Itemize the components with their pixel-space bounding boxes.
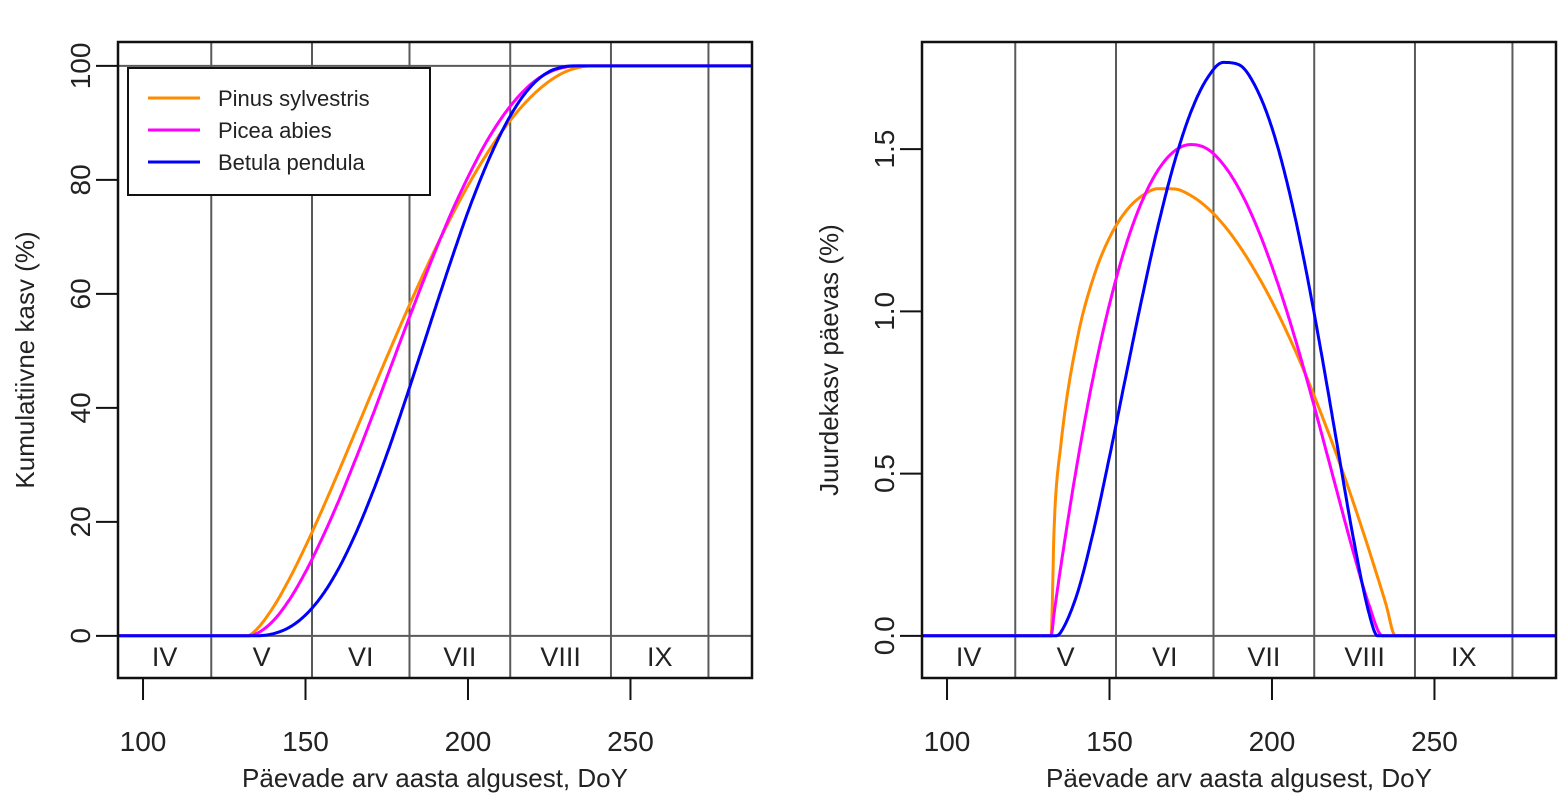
y-tick-label: 40 [65,392,96,423]
month-label: V [253,642,271,672]
x-tick-label: 200 [1249,726,1296,757]
y-tick-label: 100 [65,43,96,90]
legend-label-picea: Picea abies [218,118,332,143]
x-tick-label: 100 [120,726,167,757]
month-label: VII [443,642,476,672]
series-line-1 [922,142,1556,638]
y-tick-label: 60 [65,278,96,309]
y-tick-label: 1.0 [869,292,900,331]
series-line-0 [922,187,1556,638]
month-label: V [1057,642,1075,672]
month-label: IV [956,642,982,672]
x-axis-label: Päevade arv aasta algusest, DoY [242,763,628,793]
cumulative-growth-plot: IV V VI VII VIII IX 100 150 200 250 0 20 40 60 80 100 P… [10,40,754,793]
series-line-2 [118,64,752,638]
y-tick-label: 0.0 [869,616,900,655]
plot-area: IV V VI VII VIII IX 100 150 200 250 0 20 40 60 80 100 [65,40,754,757]
y-tick-label: 20 [65,506,96,537]
y-axis-label: Juurdekasv päevas (%) [814,224,844,496]
x-tick-label: 150 [1086,726,1133,757]
y-tick-label: 1.5 [869,130,900,169]
daily-growth-plot: IV V VI VII VIII IX 100 150 200 250 0.0 0.5 1.0 1.5 P… [814,40,1558,793]
month-label: VI [348,642,374,672]
month-label: IX [1451,642,1477,672]
series-line-0 [118,64,752,638]
month-label: IV [152,642,178,672]
y-tick-label: 80 [65,164,96,195]
x-axis-label: Päevade arv aasta algusest, DoY [1046,763,1432,793]
month-label: VII [1247,642,1280,672]
plot-frame [920,40,1558,680]
x-tick-label: 250 [1411,726,1458,757]
plot-frame [116,40,754,680]
month-label: VI [1152,642,1178,672]
legend-label-pinus: Pinus sylvestris [218,86,370,111]
y-tick-label: 0 [65,628,96,644]
x-tick-label: 200 [445,726,492,757]
x-tick-label: 100 [924,726,971,757]
legend-label-betula: Betula pendula [218,150,366,175]
plot-area: IV V VI VII VIII IX 100 150 200 250 0.0 0.5 1.0 1.5 [869,40,1558,757]
y-axis-label: Kumulatiivne kasv (%) [10,231,40,488]
x-tick-label: 250 [607,726,654,757]
legend: Pinus sylvestris Picea abies Betula pend… [127,67,431,196]
month-label: IX [647,642,673,672]
month-label: VIII [540,642,581,672]
y-tick-label: 0.5 [869,454,900,493]
month-label: VIII [1344,642,1385,672]
series-line-2 [922,60,1556,638]
x-tick-label: 150 [282,726,329,757]
